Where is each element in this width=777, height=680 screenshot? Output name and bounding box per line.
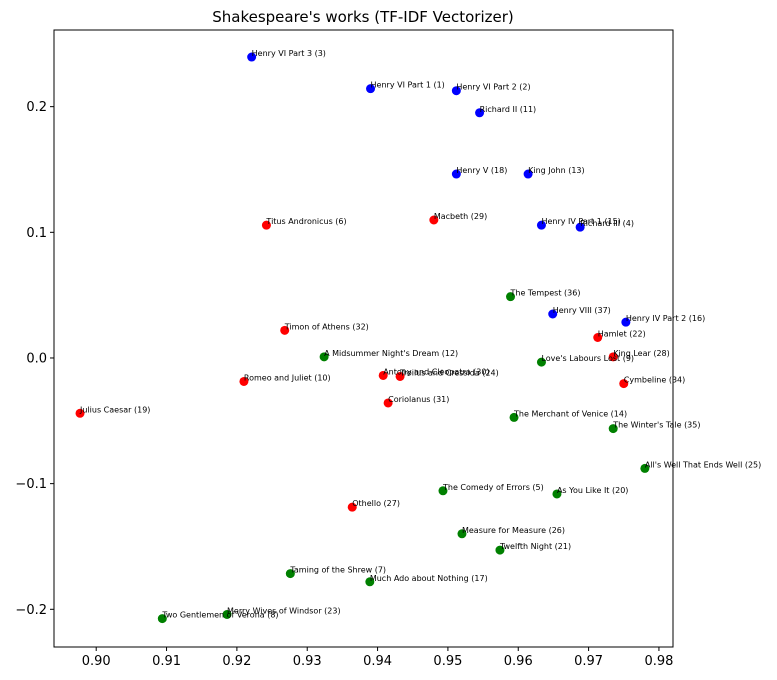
data-point [347,502,357,512]
data-point [451,169,461,179]
data-point [366,84,376,94]
data-point-label: Much Ado about Nothing (17) [370,574,488,583]
x-tick-label: 0.98 [644,654,673,669]
data-point-label: Henry IV Part 2 (16) [626,314,705,323]
scatter-points [75,52,650,624]
data-point [438,486,448,496]
data-point-label: King John (13) [528,166,585,175]
data-point-label: Taming of the Shrew (7) [289,566,386,575]
data-point [495,545,505,555]
y-tick-label: −0.2 [15,603,47,618]
y-axis: −0.2 −0.1 0.0 0.1 0.2 [15,100,54,618]
data-point [608,352,618,362]
data-point-label: All's Well That Ends Well (25) [645,460,761,469]
data-point [383,398,393,408]
data-point-label: Timon of Athens (32) [284,322,369,331]
data-point [640,463,650,473]
x-tick-label: 0.90 [82,654,111,669]
data-point-label: Henry VI Part 2 (2) [456,83,530,92]
data-point-label: Henry VI Part 1 (1) [371,81,445,90]
data-point [319,352,329,362]
data-point-label: Romeo and Juliet (10) [244,373,331,382]
data-point [378,370,388,380]
data-point [475,108,485,118]
data-point [621,317,631,327]
data-point-label: Henry V (18) [456,166,507,175]
data-point [429,215,439,225]
data-point-label: Henry IV Part 1 (15) [541,217,620,226]
x-tick-label: 0.97 [574,654,603,669]
data-point-label: Antony and Cleopatra (30) [383,367,489,376]
data-point [506,292,516,302]
data-point [608,424,618,434]
data-point-label: Hamlet (22) [598,329,646,338]
data-point [536,357,546,367]
data-point-label: Measure for Measure (26) [462,526,565,535]
data-point-label: Troilus and Cressida (24) [399,368,499,377]
data-point-label: Cymbeline (34) [624,376,686,385]
x-tick-label: 0.95 [433,654,462,669]
chart-title: Shakespeare's works (TF-IDF Vectorizer) [212,8,514,26]
data-point-label: Richard II (11) [480,105,537,114]
data-point [509,412,519,422]
data-point-label: Othello (27) [352,499,400,508]
data-point-label: The Winter's Tale (35) [612,421,700,430]
data-point-label: The Tempest (36) [510,289,581,298]
y-tick-label: 0.2 [26,100,47,115]
data-point-label: A Midsummer Night's Dream (12) [324,349,458,358]
data-point [593,332,603,342]
data-point-label: Twelfth Night (21) [499,542,571,551]
data-point [523,169,533,179]
data-point-label: Richard III (4) [580,219,634,228]
data-point-label: The Merchant of Venice (14) [513,409,627,418]
y-tick-label: 0.1 [26,226,47,241]
data-point [285,569,295,579]
data-point [239,376,249,386]
data-point-label: Julius Caesar (19) [79,405,150,414]
data-point-label: Merry Wives of Windsor (23) [227,606,341,615]
data-point-label: Macbeth (29) [434,212,487,221]
data-point-label: Coriolanus (31) [388,395,449,404]
data-point [548,309,558,319]
data-point [157,614,167,624]
data-point [457,529,467,539]
x-tick-label: 0.96 [504,654,533,669]
plot-frame [53,29,674,648]
y-tick-label: −0.1 [15,477,47,492]
data-point [575,222,585,232]
data-point-label: Titus Andronicus (6) [265,217,346,226]
data-point-label: As You Like It (20) [557,486,628,495]
data-point [280,325,290,335]
x-axis: 0.90 0.91 0.92 0.93 0.94 0.95 0.96 0.97 0.98 [82,647,673,669]
data-point [619,379,629,389]
data-point-label: Henry VIII (37) [553,306,611,315]
y-tick-label: 0.0 [26,351,47,366]
data-point [552,489,562,499]
data-point-label: The Comedy of Errors (5) [442,483,544,492]
data-point [247,52,257,62]
data-point-label: Two Gentlemen of Verona (8) [161,611,278,620]
point-labels: Henry VI Part 3 (3) Henry VI Part 1 (1) He… [79,49,761,620]
data-point [75,408,85,418]
data-point [536,220,546,230]
data-point [222,609,232,619]
data-point [365,577,375,587]
x-tick-label: 0.91 [152,654,181,669]
x-tick-label: 0.93 [293,654,322,669]
data-point [261,220,271,230]
x-tick-label: 0.94 [363,654,392,669]
x-tick-label: 0.92 [222,654,251,669]
data-point-label: Love's Labours Lost (9) [541,354,634,363]
data-point [451,86,461,96]
data-point-label: Henry VI Part 3 (3) [252,49,326,58]
data-point [395,371,405,381]
data-point-label: King Lear (28) [613,349,670,358]
